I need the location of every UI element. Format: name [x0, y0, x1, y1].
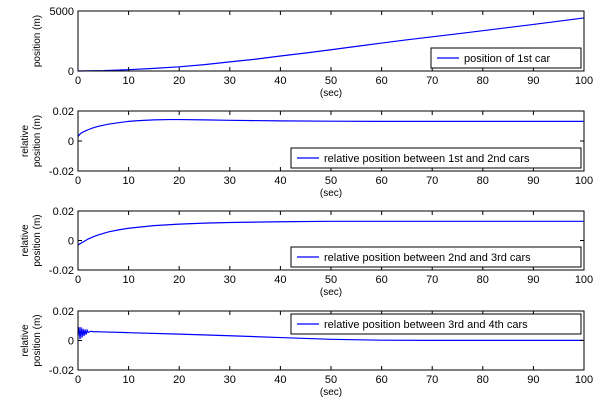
x-axis-label: (sec) [320, 188, 342, 199]
y-tick-label: -0.02 [49, 166, 74, 178]
x-tick-label: 50 [325, 274, 337, 286]
chart-panel-3: 0 10 20 30 40 50 60 70 80 90 1000.020-0.02(sec)rel… [20, 206, 593, 298]
x-tick-label: 90 [527, 274, 539, 286]
y-tick-label: 0.02 [53, 306, 74, 318]
y-tick-label: 0.02 [53, 106, 74, 118]
y-tick-label: 0 [68, 236, 74, 248]
x-tick-label: 60 [375, 274, 387, 286]
x-tick-label: 50 [325, 175, 337, 187]
x-tick-label: 20 [173, 75, 185, 87]
x-tick-label: 80 [477, 374, 489, 386]
x-tick-label: 40 [274, 274, 286, 286]
x-tick-label: 30 [224, 374, 236, 386]
legend-box [290, 246, 582, 268]
x-tick-label: 70 [426, 75, 438, 87]
x-tick-label: 30 [224, 274, 236, 286]
x-tick-label: 40 [274, 374, 286, 386]
x-tick-label: 80 [477, 274, 489, 286]
series-line-1-1 [77, 17, 585, 72]
x-tick-label: 70 [426, 274, 438, 286]
x-axis-label: (sec) [320, 287, 342, 298]
x-tick-label: 0 [75, 75, 81, 87]
y-tick-label: -0.02 [49, 365, 74, 377]
x-tick-label: 90 [527, 75, 539, 87]
x-tick-label: 10 [122, 274, 134, 286]
y-tick-label: 0 [68, 136, 74, 148]
chart-panel-1: 0 10 20 30 40 50 60 70 80 90 100 0 5000 (sec) position… [32, 6, 593, 99]
x-tick-label: 100 [575, 75, 593, 87]
legend-4: relative position between 3rd and 4th ca… [290, 313, 582, 335]
x-tick-label: 50 [325, 374, 337, 386]
y-axis-label: relativeposition (m) [20, 314, 43, 366]
y-axis-label: relativeposition (m) [20, 115, 43, 167]
x-tick-label: 100 [575, 374, 593, 386]
x-tick-label: 40 [274, 75, 286, 87]
y-tick-label: 5000 [50, 6, 74, 18]
y-axis-label-line: relative [20, 224, 31, 257]
x-tick-label: 30 [224, 75, 236, 87]
x-tick-label: 70 [426, 175, 438, 187]
x-tick-label: 60 [375, 75, 387, 87]
x-axis-label: (sec) [320, 88, 342, 99]
series-line-2-1 [77, 118, 584, 137]
x-tick-label: 0 [75, 175, 81, 187]
legend-box [290, 313, 582, 335]
legend-label: relative position between 2nd and 3rd ca… [324, 252, 531, 264]
y-tick-label: 0 [68, 336, 74, 348]
legend-2: relative position between 1st and 2nd ca… [290, 147, 582, 169]
x-tick-label: 40 [274, 175, 286, 187]
y-axis-label-line: relative [20, 124, 31, 157]
legend-label: relative position between 1st and 2nd ca… [324, 153, 530, 165]
x-tick-label: 90 [527, 175, 539, 187]
x-tick-label: 60 [375, 374, 387, 386]
series-line-4-1 [77, 327, 584, 341]
x-tick-label: 20 [173, 374, 185, 386]
legend-1: position of 1st car [430, 47, 582, 69]
x-tick-label: 90 [527, 374, 539, 386]
legend-box [430, 47, 582, 69]
y-tick-label: 0 [68, 66, 74, 78]
y-axis-label: position (m) [32, 15, 43, 67]
x-tick-label: 60 [375, 175, 387, 187]
x-tick-label: 10 [122, 374, 134, 386]
y-axis-label-line: relative [20, 324, 31, 357]
x-tick-label: 20 [173, 175, 185, 187]
y-axis-label-line: position (m) [32, 214, 43, 266]
y-tick-label: -0.02 [49, 265, 74, 277]
x-tick-label: 30 [224, 175, 236, 187]
y-axis-label-line: position (m) [32, 115, 43, 167]
x-tick-label: 0 [75, 374, 81, 386]
chart-panel-4: 0 10 20 30 40 50 60 70 80 90 1000.020-0.02(sec)rel… [20, 306, 593, 398]
series-line-3-1 [77, 220, 584, 246]
legend-label: position of 1st car [464, 53, 551, 65]
y-axis-label-line: position (m) [32, 15, 43, 67]
x-tick-label: 10 [122, 75, 134, 87]
legend-box [290, 147, 582, 169]
x-tick-label: 50 [325, 75, 337, 87]
legend-label: relative position between 3rd and 4th ca… [324, 319, 528, 331]
x-tick-label: 0 [75, 274, 81, 286]
x-tick-label: 80 [477, 175, 489, 187]
x-tick-label: 70 [426, 374, 438, 386]
x-tick-label: 10 [122, 175, 134, 187]
x-tick-label: 100 [575, 274, 593, 286]
y-axis-label-line: position (m) [32, 314, 43, 366]
x-tick-label: 80 [477, 75, 489, 87]
x-tick-label: 100 [575, 175, 593, 187]
x-tick-label: 20 [173, 274, 185, 286]
legend-3: relative position between 2nd and 3rd ca… [290, 246, 582, 268]
y-axis-label: relativeposition (m) [20, 214, 43, 266]
chart-panel-2: 0 10 20 30 40 50 60 70 80 90 1000.020-0.02(sec)rel… [20, 106, 593, 199]
x-axis-label: (sec) [320, 387, 342, 398]
y-tick-label: 0.02 [53, 206, 74, 218]
